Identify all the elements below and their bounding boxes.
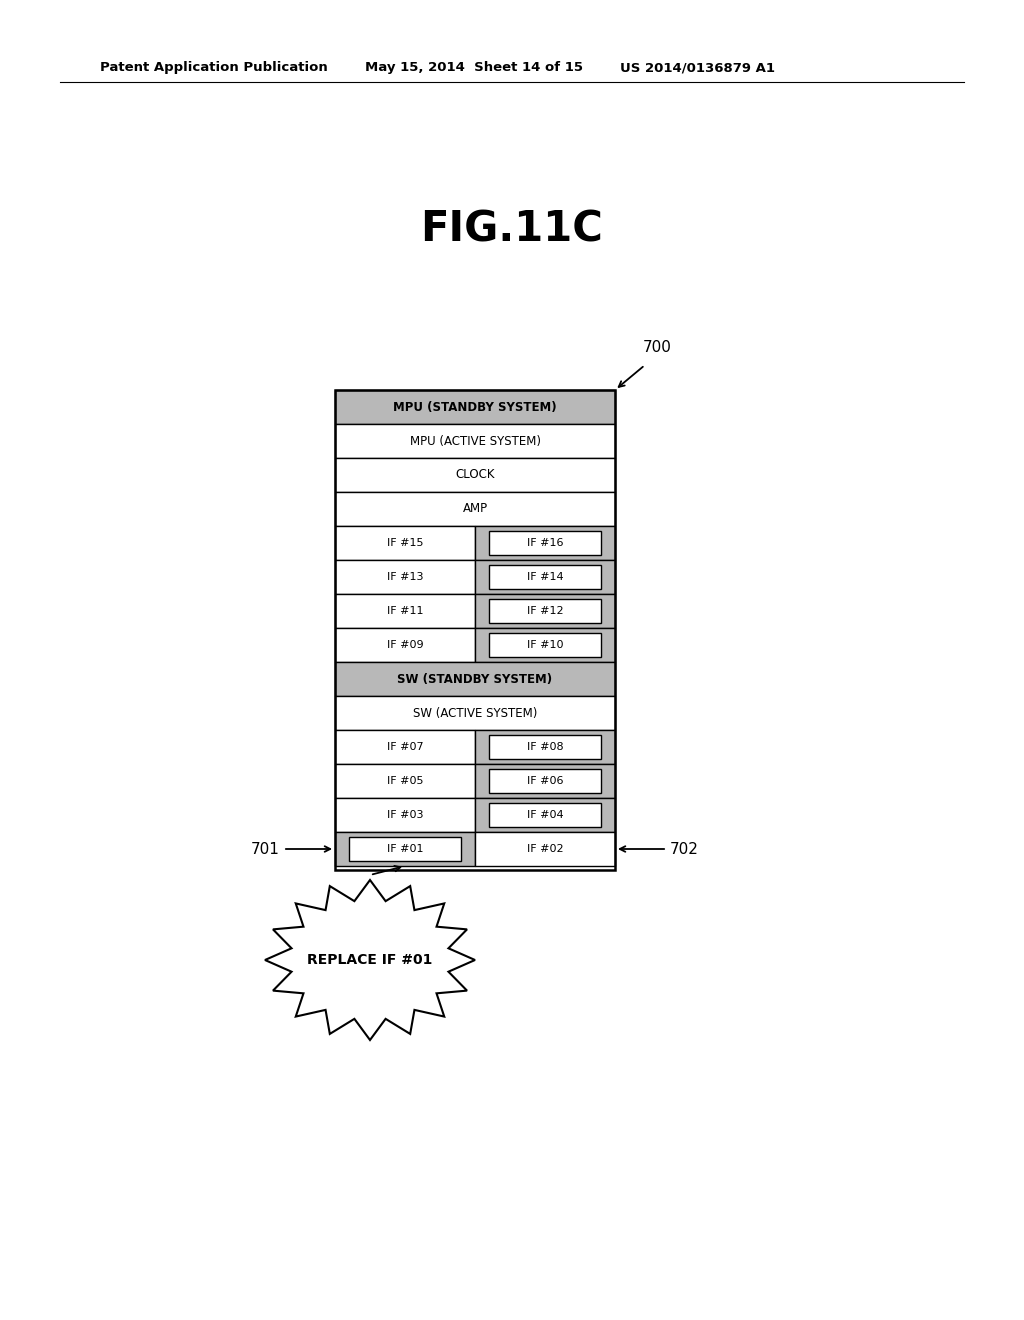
Polygon shape — [265, 880, 475, 1040]
Bar — [335, 458, 615, 492]
Text: IF #09: IF #09 — [387, 640, 423, 649]
Bar — [475, 628, 615, 663]
Text: IF #08: IF #08 — [526, 742, 563, 752]
Text: IF #01: IF #01 — [387, 843, 423, 854]
Text: 701: 701 — [251, 842, 280, 857]
Text: MPU (STANDBY SYSTEM): MPU (STANDBY SYSTEM) — [393, 400, 557, 413]
Text: IF #02: IF #02 — [526, 843, 563, 854]
Bar — [475, 730, 615, 764]
Text: IF #07: IF #07 — [387, 742, 423, 752]
Text: US 2014/0136879 A1: US 2014/0136879 A1 — [620, 62, 775, 74]
Text: IF #06: IF #06 — [526, 776, 563, 785]
Bar — [475, 560, 615, 594]
Bar — [475, 832, 615, 866]
Text: SW (STANDBY SYSTEM): SW (STANDBY SYSTEM) — [397, 672, 553, 685]
Bar — [335, 492, 615, 525]
Bar — [489, 735, 601, 759]
Text: SW (ACTIVE SYSTEM): SW (ACTIVE SYSTEM) — [413, 706, 538, 719]
Bar — [335, 389, 615, 424]
Text: Patent Application Publication: Patent Application Publication — [100, 62, 328, 74]
Text: CLOCK: CLOCK — [456, 469, 495, 482]
Bar — [335, 424, 615, 458]
Bar — [335, 764, 475, 799]
Bar — [335, 730, 475, 764]
Text: FIG.11C: FIG.11C — [421, 209, 603, 251]
Text: IF #04: IF #04 — [526, 810, 563, 820]
Bar — [335, 389, 615, 870]
Text: MPU (ACTIVE SYSTEM): MPU (ACTIVE SYSTEM) — [410, 434, 541, 447]
Bar — [335, 832, 475, 866]
Bar — [475, 594, 615, 628]
Bar — [475, 799, 615, 832]
Text: 700: 700 — [643, 341, 672, 355]
Bar — [335, 663, 615, 696]
Text: May 15, 2014  Sheet 14 of 15: May 15, 2014 Sheet 14 of 15 — [365, 62, 583, 74]
Text: IF #12: IF #12 — [526, 606, 563, 616]
Bar — [349, 837, 461, 861]
Text: IF #10: IF #10 — [526, 640, 563, 649]
Bar — [335, 594, 475, 628]
Bar — [489, 634, 601, 657]
Text: REPLACE IF #01: REPLACE IF #01 — [307, 953, 433, 968]
Text: IF #05: IF #05 — [387, 776, 423, 785]
Bar — [489, 599, 601, 623]
Text: IF #03: IF #03 — [387, 810, 423, 820]
Bar — [335, 560, 475, 594]
Bar — [335, 799, 475, 832]
Text: IF #16: IF #16 — [526, 539, 563, 548]
Text: AMP: AMP — [463, 503, 487, 516]
Text: IF #11: IF #11 — [387, 606, 423, 616]
Bar — [335, 525, 475, 560]
Bar — [475, 764, 615, 799]
Bar — [489, 565, 601, 589]
Bar — [489, 531, 601, 554]
Bar — [335, 696, 615, 730]
Text: IF #14: IF #14 — [526, 572, 563, 582]
Text: IF #15: IF #15 — [387, 539, 423, 548]
Bar — [475, 525, 615, 560]
Bar — [489, 770, 601, 793]
Bar — [489, 803, 601, 826]
Text: IF #13: IF #13 — [387, 572, 423, 582]
Bar — [335, 628, 475, 663]
Text: 702: 702 — [670, 842, 698, 857]
